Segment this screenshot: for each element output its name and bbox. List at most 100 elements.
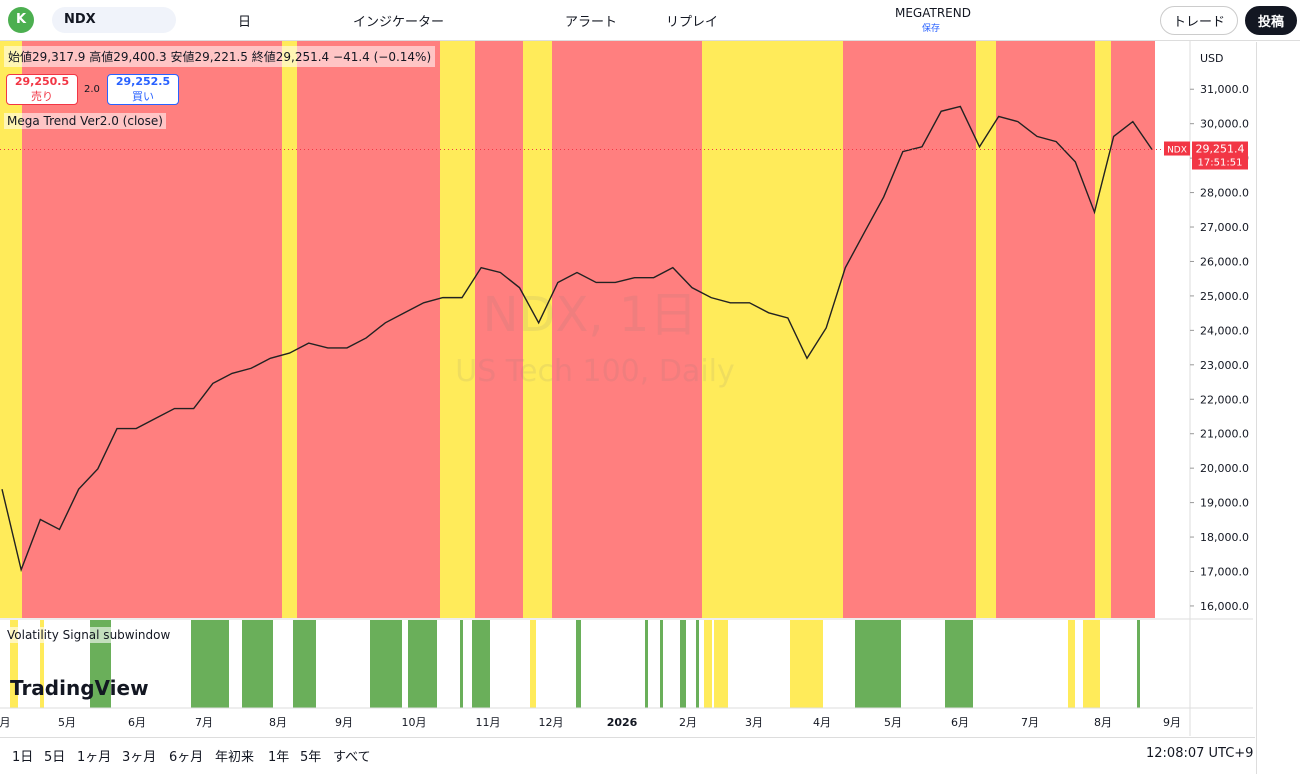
y-tick-label: 21,000.0 [1200, 428, 1249, 441]
x-tick-label: 9月 [335, 716, 353, 729]
interval[interactable]: 日 [238, 15, 252, 30]
subwindow-legend: Volatility Signal subwindow [4, 627, 174, 643]
layout-name[interactable]: MEGATREND [895, 6, 971, 20]
range-button[interactable]: 3ヶ月 [122, 750, 157, 765]
signal-green [645, 620, 648, 708]
x-tick-label: 8月 [269, 716, 287, 729]
signal-yellow [790, 620, 823, 708]
avatar[interactable]: K [8, 7, 34, 33]
signal-green [472, 620, 490, 708]
range-button[interactable]: すべて [333, 750, 371, 765]
range-button[interactable]: 年初来 [215, 750, 255, 765]
y-tick-label: 18,000.0 [1200, 531, 1249, 544]
signal-yellow [1068, 620, 1075, 708]
x-tick-label: 3月 [745, 716, 763, 729]
signal-green [576, 620, 581, 708]
indicators[interactable]: インジケーター [353, 15, 445, 30]
save[interactable]: 保存 [922, 24, 941, 34]
range-button[interactable]: 1ヶ月 [77, 750, 112, 765]
y-tick-label: 26,000.0 [1200, 255, 1249, 268]
x-tick-label: 9月 [1163, 716, 1181, 729]
publish-button[interactable]: 投稿 [1245, 6, 1298, 35]
signal-green [191, 620, 229, 708]
signal-yellow [530, 620, 536, 708]
y-tick-label: 28,000.0 [1200, 187, 1249, 200]
trend-band [0, 41, 1155, 618]
bottom-bar [0, 737, 1255, 775]
range-button[interactable]: 5年 [300, 750, 322, 765]
toolbar: K NDX 日 インジケーター アラート リプレイ MEGATREND 保存 ト… [0, 0, 1300, 41]
currency[interactable]: USD [1200, 52, 1224, 65]
ndx-tag [1164, 141, 1190, 156]
buy-price: 29,252.5 [115, 75, 171, 88]
signal-green [242, 620, 273, 708]
price-tag [1192, 141, 1248, 170]
x-tick-label: 月 [0, 716, 11, 729]
y-tick-label: 30,000.0 [1200, 118, 1249, 131]
y-tick-label: 25,000.0 [1200, 290, 1249, 303]
signal-green [696, 620, 699, 708]
range-button[interactable]: 5日 [44, 750, 66, 765]
y-tick-label: 24,000.0 [1200, 324, 1249, 337]
price-tag-value: 29,251.4 [1196, 143, 1245, 156]
neutral-band [976, 41, 996, 618]
alert[interactable]: アラート [565, 15, 618, 30]
x-tick-label: 8月 [1094, 716, 1112, 729]
replay[interactable]: リプレイ [666, 15, 719, 30]
watermark-title: NDX, 1日 [483, 287, 698, 343]
signal-yellow [40, 620, 44, 708]
neutral-band [282, 41, 297, 618]
x-tick-label: 6月 [951, 716, 969, 729]
ndx-tag-label: NDX [1167, 146, 1187, 156]
neutral-band [702, 41, 843, 618]
signal-yellow [1083, 620, 1100, 708]
signal-green [680, 620, 686, 708]
ohlc-legend: 始値29,317.9 高値29,400.3 安値29,221.5 終値29,25… [4, 46, 436, 67]
signal-yellow [714, 620, 728, 708]
symbol-search[interactable]: NDX [52, 7, 176, 33]
range-button[interactable]: 6ヶ月 [169, 750, 204, 765]
signal-green [408, 620, 437, 708]
y-tick-label: 27,000.0 [1200, 221, 1249, 234]
y-tick-label: 16,000.0 [1200, 600, 1249, 613]
buy-label: 買い [132, 90, 154, 103]
y-tick-label: 17,000.0 [1200, 565, 1249, 578]
signal-green [460, 620, 463, 708]
neutral-band [0, 41, 22, 618]
range-button[interactable]: 1日 [12, 750, 34, 765]
spread: 2.0 [84, 84, 100, 95]
x-tick-label: 12月 [539, 716, 564, 729]
signal-yellow [704, 620, 712, 708]
x-tick-label: 5月 [884, 716, 902, 729]
right-sidebar [1256, 42, 1300, 774]
brand: TradingView [10, 676, 149, 700]
y-tick-label: 31,000.0 [1200, 83, 1249, 96]
y-tick-label: 20,000.0 [1200, 462, 1249, 475]
y-tick-label: 22,000.0 [1200, 393, 1249, 406]
x-tick-label: 10月 [402, 716, 427, 729]
x-tick-label: 6月 [128, 716, 146, 729]
x-tick-label: 11月 [476, 716, 501, 729]
neutral-band [1095, 41, 1111, 618]
buy-button[interactable]: 29,252.5 買い [107, 74, 179, 105]
neutral-band [440, 41, 475, 618]
signal-green [370, 620, 402, 708]
signal-green [855, 620, 901, 708]
sell-price: 29,250.5 [14, 75, 70, 88]
trade-button[interactable]: トレード [1160, 6, 1239, 35]
x-tick-label: 2026 [607, 716, 638, 729]
x-tick-label: 7月 [1021, 716, 1039, 729]
y-tick-label: 23,000.0 [1200, 359, 1249, 372]
range-button[interactable]: 1年 [268, 750, 290, 765]
x-tick-label: 2月 [679, 716, 697, 729]
price-line [1, 105, 1153, 573]
sell-label: 売り [31, 90, 53, 103]
clock: 12:08:07 UTC+9 [1146, 746, 1254, 761]
sell-button[interactable]: 29,250.5 売り [6, 74, 78, 105]
x-tick-label: 4月 [813, 716, 831, 729]
signal-green [660, 620, 663, 708]
y-tick-label: 19,000.0 [1200, 497, 1249, 510]
price-tag-countdown: 17:51:51 [1198, 158, 1243, 169]
signal-green [293, 620, 316, 708]
